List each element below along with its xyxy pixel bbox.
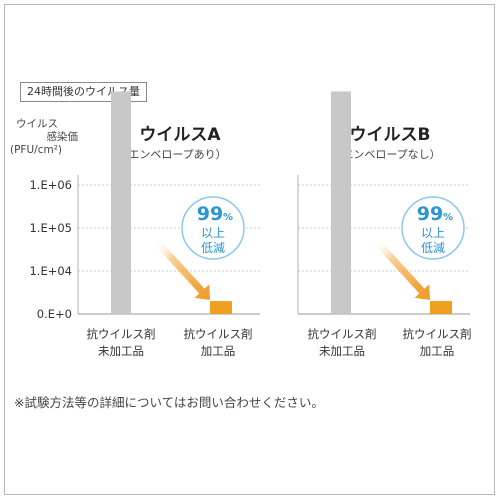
bar-2-2 xyxy=(430,301,452,314)
category-label-2-1-line1: 抗ウイルス剤 xyxy=(308,327,377,341)
category-label-1-1-line1: 抗ウイルス剤 xyxy=(87,327,156,341)
badge-line1-1: 以上 xyxy=(201,226,225,240)
chart-subtitle-1: （エンベロープあり） xyxy=(117,148,226,161)
bar-2-1 xyxy=(331,91,351,315)
badge-unit-2: % xyxy=(443,212,453,223)
footnote: ※試験方法等の詳細についてはお問い合わせください。 xyxy=(14,395,324,410)
y-tick-label-2: 1.E+05 xyxy=(29,221,72,235)
reduction-badge-1 xyxy=(181,196,245,260)
category-label-1-2-line1: 抗ウイルス剤 xyxy=(184,327,253,341)
y-axis-label-line3: (PFU/cm²) xyxy=(10,144,62,156)
badge-line2-2: 低減 xyxy=(421,240,445,255)
category-label-2-2-line2: 加工品 xyxy=(420,344,455,358)
badge-unit-1: % xyxy=(223,212,233,223)
category-label-1-2-line2: 加工品 xyxy=(201,344,236,358)
reduction-arrowhead-2 xyxy=(414,284,430,300)
outer-frame xyxy=(4,4,495,495)
category-label-2-2-line1: 抗ウイルス剤 xyxy=(403,327,472,341)
y-axis-label-line2: 感染価 xyxy=(46,131,79,143)
y-axis-label-line1: ウイルス xyxy=(16,118,58,130)
y-tick-label-1: 1.E+06 xyxy=(29,178,72,192)
badge-line2-1: 低減 xyxy=(201,240,225,255)
bar-1-1 xyxy=(111,91,131,315)
reduction-badge-2 xyxy=(401,196,465,260)
reduction-arrow-1 xyxy=(153,238,205,294)
reduction-arrow-2 xyxy=(373,238,425,294)
chart-title-1: ウイルスA xyxy=(139,125,221,145)
badge-line1-2: 以上 xyxy=(421,226,445,240)
y-axis-label: ウイルス 感染価 (PFU/cm²) xyxy=(10,118,78,157)
category-label-1-1-line2: 未加工品 xyxy=(98,344,144,358)
bar-1-2 xyxy=(210,301,232,314)
reduction-arrowhead-1 xyxy=(194,284,210,300)
chart-subtitle-2: （エンベロープなし） xyxy=(331,148,440,161)
y-tick-label-3: 1.E+04 xyxy=(29,264,72,278)
chart-title-2: ウイルスB xyxy=(350,125,431,145)
badge-percent-2: 99 xyxy=(417,203,443,225)
category-label-2-1-line2: 未加工品 xyxy=(319,344,365,358)
badge-percent-1: 99 xyxy=(197,203,223,225)
y-tick-label-4: 0.E+0 xyxy=(37,307,72,321)
